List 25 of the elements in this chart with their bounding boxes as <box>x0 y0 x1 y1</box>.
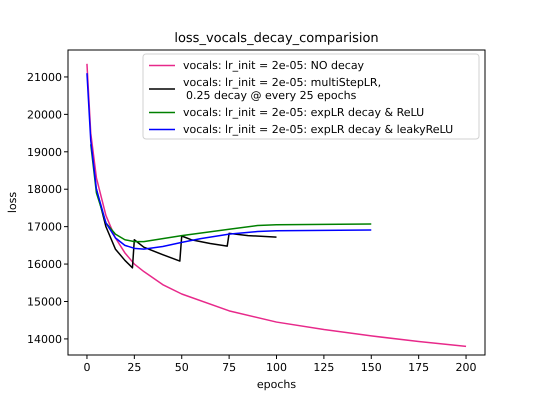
x-tick-label: 175 <box>408 361 430 374</box>
y-tick-label: 19000 <box>27 146 62 159</box>
x-tick-label: 125 <box>313 361 334 374</box>
y-tick-label: 17000 <box>27 220 62 234</box>
y-tick-label: 20000 <box>27 108 62 122</box>
x-axis-title: epochs <box>256 378 296 391</box>
x-tick-label: 50 <box>174 361 189 374</box>
legend-label: vocals: lr_init = 2e-05: expLR decay & leakyReLU <box>183 123 454 136</box>
legend-label: vocals: lr_init = 2e-05: expLR decay & ReLU <box>183 106 424 119</box>
y-tick-label: 16000 <box>27 258 62 272</box>
x-tick-label: 0 <box>83 361 90 374</box>
line-series <box>90 144 372 242</box>
y-tick-label: 14000 <box>27 332 62 346</box>
y-tick-label: 21000 <box>27 70 62 84</box>
chart-title: loss_vocals_decay_comparision <box>174 31 379 46</box>
y-tick-label: 18000 <box>27 183 62 196</box>
x-tick-label: 200 <box>456 361 477 374</box>
x-tick-label: 75 <box>222 361 236 374</box>
y-axis-title: loss <box>6 192 19 214</box>
x-tick-label: 100 <box>266 361 287 374</box>
x-tick-label: 25 <box>127 361 142 374</box>
x-tick-label: 150 <box>360 361 382 374</box>
legend-label: vocals: lr_init = 2e-05: multiStepLR, 0.25 decay @ every 25 epochs <box>183 76 382 102</box>
y-tick-label: 15000 <box>27 295 62 308</box>
legend-label: vocals: lr_init = 2e-05: NO decay <box>183 59 365 72</box>
